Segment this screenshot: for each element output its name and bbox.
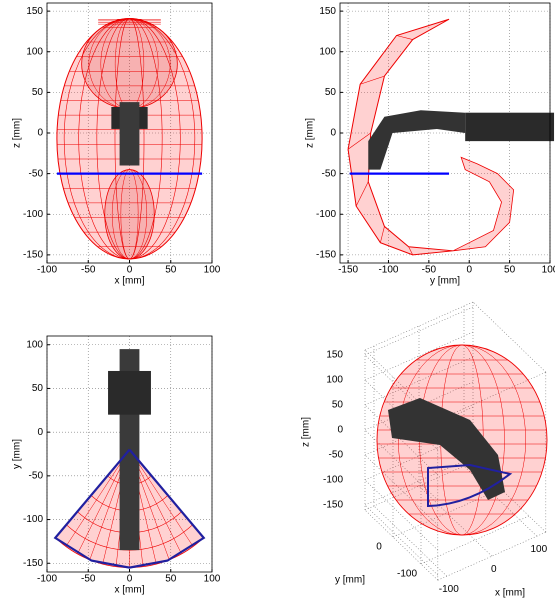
grid-line	[364, 354, 439, 426]
y-tick-label: 50	[32, 87, 44, 98]
workspace	[56, 17, 203, 260]
y-tick-label: -100	[316, 209, 336, 220]
y-axis-label: y [mm]	[335, 575, 365, 586]
x-tick-label: -100	[439, 584, 459, 595]
y-tick-label: 100	[319, 46, 336, 57]
x-axis-label: x [mm]	[115, 276, 145, 287]
x-tick-label: 100	[542, 265, 555, 276]
y-tick-label: 50	[32, 383, 44, 394]
subplot: -150 -100 -50 0 50 100 -150 -100 -50 0 50 100 150 y […	[305, 2, 555, 287]
y-axis-label: y [mm]	[12, 439, 23, 469]
workspace-mesh	[355, 181, 369, 207]
subplot: -100 -50 0 50 100 -150 -100 -50 0 50 100 x [mm] y [m…	[12, 335, 221, 596]
axes-box-edge	[364, 509, 439, 581]
y-tick-label: 0	[376, 542, 382, 553]
y-tick-label: -100	[397, 569, 417, 580]
axes-box	[46, 2, 213, 264]
y-tick-label: -150	[316, 250, 336, 261]
x-tick-label: 50	[165, 574, 177, 585]
x-tick-label: 100	[204, 265, 221, 276]
robot	[119, 102, 140, 166]
workspace-mesh	[396, 35, 413, 40]
x-tick-label: 0	[127, 265, 133, 276]
x-tick-label: -100	[37, 265, 57, 276]
subplot: -100 -50 0 50 100 -150 -100 -50 0 50 100 150 x [mm] z…	[12, 2, 221, 287]
workspace-boundary-line	[427, 463, 513, 508]
x-axis-label: x [mm]	[115, 585, 145, 596]
y-tick-label: -100	[23, 209, 43, 220]
workspace-mesh	[347, 18, 454, 256]
workspace-mesh	[452, 156, 515, 252]
x-tick-label: -100	[37, 574, 57, 585]
x-tick-label: -100	[378, 265, 398, 276]
z-tick-label: -150	[323, 500, 343, 511]
robot	[368, 110, 466, 170]
x-tick-label: -50	[81, 574, 96, 585]
y-tick-label: -100	[23, 514, 43, 525]
y-tick-label: 50	[325, 87, 337, 98]
y-tick-label: -50	[29, 470, 44, 481]
workspace-mesh	[360, 75, 385, 85]
workspace-boundary-line	[53, 448, 206, 569]
grid-line	[418, 485, 493, 557]
robot	[388, 398, 505, 500]
axes-box-edge	[472, 301, 547, 373]
subplot-3d: -150 -100 -50 0 50 100 150 -100 0 -100 0 100 x [mm] y…	[301, 301, 548, 599]
robot	[108, 370, 151, 415]
y-tick-label: 0	[37, 128, 43, 139]
workspace-mesh	[347, 132, 371, 150]
y-tick-label: 100	[26, 46, 43, 57]
x-axis-label: x [mm]	[495, 588, 525, 599]
y-tick-label: 0	[37, 427, 43, 438]
x-tick-label: 0	[127, 574, 133, 585]
workspace-mesh	[65, 449, 130, 547]
grid-line	[364, 504, 439, 576]
y-tick-label: 150	[319, 6, 336, 17]
y-tick-label: -50	[322, 168, 337, 179]
grid-line	[364, 404, 439, 476]
robot	[465, 112, 555, 142]
z-tick-label: 50	[332, 400, 344, 411]
y-tick-label: 0	[330, 128, 336, 139]
workspace-mesh	[398, 344, 526, 536]
x-tick-label: 100	[530, 544, 547, 555]
grid-line	[364, 479, 439, 551]
x-tick-label: 0	[466, 265, 472, 276]
axes-box	[339, 2, 551, 264]
z-tick-label: 150	[326, 350, 343, 361]
grid-line	[364, 454, 439, 526]
z-axis-label: z [mm]	[301, 417, 312, 447]
x-tick-label: 50	[165, 265, 177, 276]
axes-box	[46, 335, 213, 573]
x-tick-label: 100	[204, 574, 221, 585]
workspace-mesh	[81, 18, 178, 110]
workspace-mesh	[129, 449, 194, 547]
y-tick-label: 150	[26, 6, 43, 17]
grid-line	[364, 379, 439, 451]
workspace	[347, 18, 555, 256]
x-tick-label: 0	[491, 564, 497, 575]
y-axis-label: z [mm]	[305, 118, 316, 148]
workspace-mesh	[408, 246, 413, 256]
z-tick-label: 100	[326, 375, 343, 386]
y-axis-label: z [mm]	[12, 118, 23, 148]
axes-box-edge	[364, 349, 439, 421]
z-tick-label: -50	[329, 450, 344, 461]
x-tick-label: -50	[81, 265, 96, 276]
z-tick-label: 0	[337, 425, 343, 436]
y-tick-label: -50	[29, 168, 44, 179]
z-tick-label: -100	[323, 475, 343, 486]
y-tick-label: -150	[23, 558, 43, 569]
workspace-mesh	[380, 226, 385, 243]
x-tick-label: -150	[338, 265, 358, 276]
y-tick-label: -150	[23, 250, 43, 261]
grid-line	[373, 505, 448, 577]
y-tick-label: 100	[26, 339, 43, 350]
workspace-mesh	[111, 169, 148, 260]
x-axis-label: y [mm]	[430, 276, 460, 287]
x-tick-label: -50	[422, 265, 437, 276]
x-tick-label: 50	[504, 265, 516, 276]
